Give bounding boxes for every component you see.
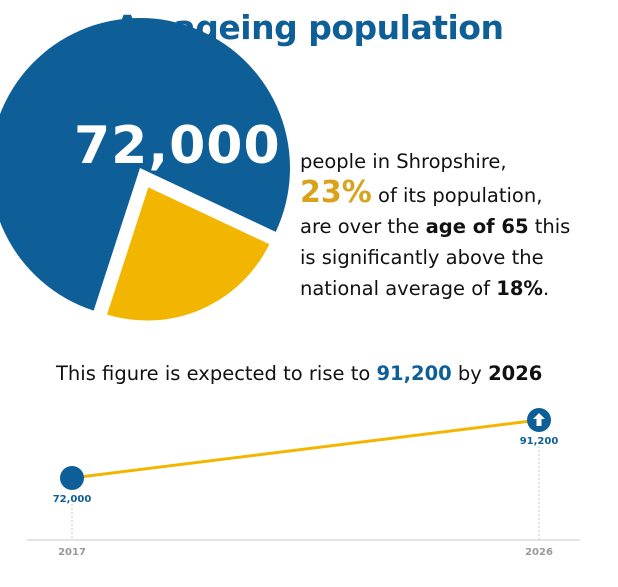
point-label-2017: 72,000: [53, 494, 92, 505]
percent-highlight: 23%: [300, 175, 372, 210]
x-tick-2017: 2017: [58, 547, 86, 558]
point-label-2026: 91,200: [520, 436, 559, 447]
arrow-up-icon: [533, 413, 545, 426]
age-highlight: age of 65: [425, 215, 529, 238]
projection-value: 91,200: [376, 362, 452, 385]
desc-line-5-pre: national average of: [300, 277, 497, 300]
desc-line-3-pre: are over the: [300, 215, 426, 238]
pie-slice-main: [0, 18, 290, 311]
desc-line-1: people in Shropshire,: [300, 150, 507, 173]
projection-year: 2026: [488, 362, 543, 385]
national-average-highlight: 18%: [496, 277, 543, 300]
desc-line-5: national average of 18%.: [300, 273, 610, 304]
projection-pre: This figure is expected to rise to: [56, 362, 377, 385]
desc-line-4: is significantly above the: [300, 246, 544, 269]
desc-line-2: 23% of its population,: [300, 177, 610, 211]
projection-sentence: This figure is expected to rise to 91,20…: [56, 362, 542, 385]
data-point-2017: [60, 466, 84, 490]
desc-line-2-text: of its population,: [371, 184, 543, 207]
x-tick-2026: 2026: [525, 547, 553, 558]
desc-line-3: are over the age of 65 this: [300, 211, 610, 242]
desc-line-3-post: this: [528, 215, 571, 238]
projection-mid: by: [451, 362, 489, 385]
headline-number: 72,000: [74, 116, 281, 176]
desc-line-5-post: .: [542, 277, 550, 300]
pie-slice-23: [101, 181, 275, 325]
series-line: [71, 418, 540, 480]
description-text: people in Shropshire, 23% of its populat…: [300, 146, 610, 304]
